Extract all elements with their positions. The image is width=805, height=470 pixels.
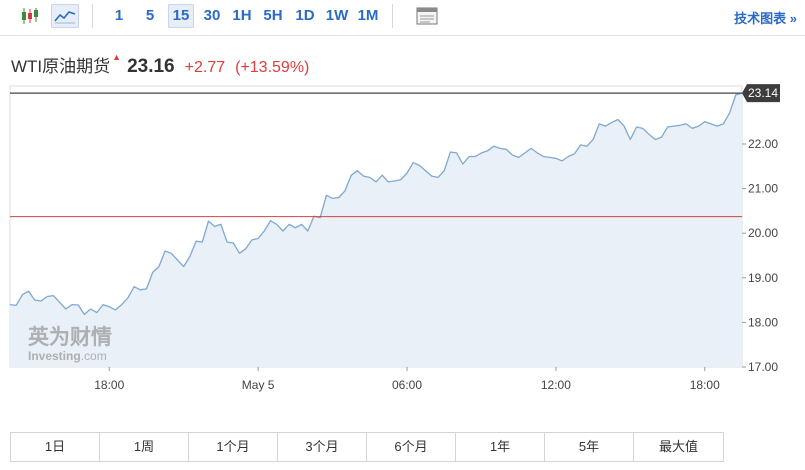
timeframe-1d[interactable]: 1D: [295, 7, 315, 24]
range-tab-5y[interactable]: 5年: [545, 433, 634, 461]
toolbar-separator: [392, 4, 393, 28]
y-tick-label: 19.00: [748, 271, 778, 285]
range-tab-1y[interactable]: 1年: [456, 433, 545, 461]
range-tab-1d[interactable]: 1日: [11, 433, 100, 461]
watermark-logo: 英为财情 Investing.com: [28, 325, 112, 363]
timeframe-15[interactable]: 15: [168, 4, 194, 28]
price-change-percent: (+13.59%): [235, 59, 310, 76]
last-price-tag-label: 23.14: [748, 86, 778, 100]
toolbar-separator: [92, 4, 93, 28]
timeframe-1[interactable]: 1: [114, 7, 124, 24]
candlestick-icon[interactable]: [16, 4, 44, 28]
x-tick-label: 06:00: [392, 378, 422, 392]
x-tick-label: 12:00: [541, 378, 571, 392]
range-tab-1m[interactable]: 1个月: [189, 433, 278, 461]
y-tick-label: 18.00: [748, 315, 778, 329]
x-tick-label: May 5: [242, 378, 275, 392]
watermark-en-name: Investing: [28, 349, 81, 363]
quote-header: WTI原油期货 ▲ 23.16 +2.77 (+13.59%): [11, 52, 310, 77]
range-tab-3m[interactable]: 3个月: [278, 433, 367, 461]
timeframe-5h[interactable]: 5H: [263, 7, 283, 24]
timeframe-30[interactable]: 30: [203, 7, 221, 24]
technical-chart-link[interactable]: 技术图表 »: [734, 11, 797, 26]
y-tick-label: 22.00: [748, 137, 778, 151]
x-tick-label: 18:00: [690, 378, 720, 392]
y-tick-label: 20.00: [748, 226, 778, 240]
range-tab-1w[interactable]: 1周: [100, 433, 189, 461]
y-tick-label: 17.00: [748, 360, 778, 374]
last-price: 23.16: [127, 56, 175, 77]
price-area: [10, 93, 742, 367]
range-tabs: 1日 1周 1个月 3个月 6个月 1年 5年 最大值: [10, 432, 724, 462]
up-arrow-icon: ▲: [112, 52, 122, 62]
x-tick-label: 18:00: [94, 378, 124, 392]
watermark-cn: 英为财情: [28, 325, 112, 349]
timeframe-5[interactable]: 5: [145, 7, 155, 24]
watermark-en: Investing.com: [28, 349, 107, 363]
chart-toolbar: 1 5 15 30 1H 5H 1D 1W 1M 技术图表 »: [0, 0, 805, 34]
timeframe-1w[interactable]: 1W: [325, 7, 349, 24]
last-price-tag: [742, 84, 780, 103]
y-tick-label: 21.00: [748, 182, 778, 196]
toolbar-divider: [0, 35, 805, 36]
range-tab-max[interactable]: 最大值: [658, 439, 698, 454]
range-tab-6m[interactable]: 6个月: [367, 433, 456, 461]
price-chart[interactable]: 英为财情 Investing.com 23.14 17.00 18.00 19.00…: [0, 80, 805, 410]
instrument-name: WTI原油期货: [11, 57, 111, 76]
timeframe-1h[interactable]: 1H: [232, 7, 252, 24]
watermark-en-suffix: .com: [81, 349, 107, 363]
price-change: +2.77: [184, 59, 226, 76]
timeframe-1m[interactable]: 1M: [357, 7, 379, 24]
panel-icon[interactable]: [412, 4, 442, 28]
area-line-icon[interactable]: [51, 4, 79, 28]
price-line: [9, 92, 743, 316]
